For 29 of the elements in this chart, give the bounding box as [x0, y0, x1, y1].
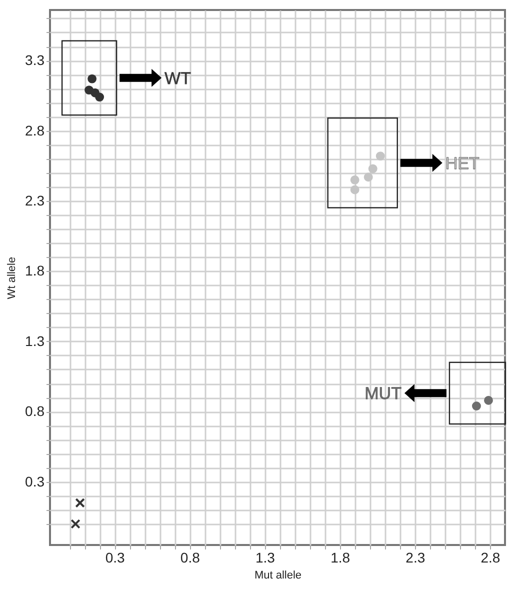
x-tick-label: 2.8	[480, 550, 500, 566]
point	[350, 175, 360, 184]
text: WT	[164, 68, 191, 88]
x-tick-label: 2.3	[406, 550, 426, 566]
y-tick-label: 2.3	[25, 192, 45, 208]
x-tick-label: 0.3	[105, 550, 126, 566]
y-tick-label: 1.8	[25, 262, 45, 279]
point	[75, 498, 85, 508]
text: HET	[445, 154, 480, 173]
point	[472, 402, 481, 410]
point	[70, 519, 80, 529]
point	[350, 185, 360, 194]
point	[88, 74, 97, 84]
x-axis-title: Mut allele	[254, 570, 302, 582]
point	[368, 164, 378, 174]
x-tick-label: 1.3	[256, 550, 276, 566]
y-tick-label: 1.3	[25, 332, 45, 349]
x-tick-label: 0.8	[180, 550, 200, 566]
point	[95, 92, 104, 102]
text: MUT	[364, 384, 402, 404]
y-tick-label: 2.8	[25, 122, 45, 138]
y-tick-label: 3.3	[25, 52, 45, 68]
point	[376, 152, 385, 160]
y-tick-label: 0.8	[25, 403, 45, 420]
x-tick-label: 1.8	[330, 550, 350, 566]
y-tick-label: 0.3	[25, 473, 45, 490]
point	[484, 396, 493, 405]
y-axis-title: Wt allele	[6, 256, 18, 300]
point	[364, 172, 373, 182]
